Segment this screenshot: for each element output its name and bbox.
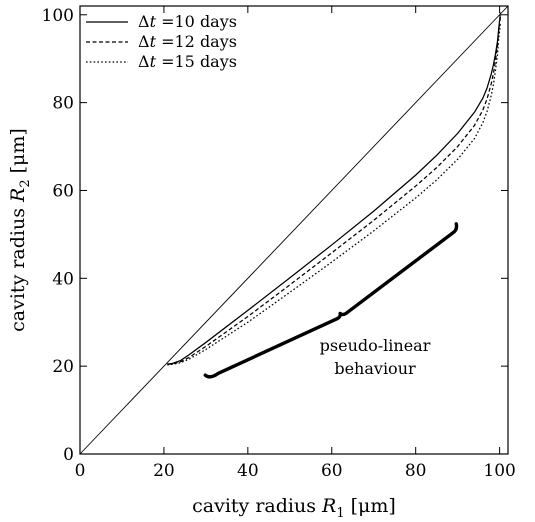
x-tick-label: 20 — [153, 461, 175, 481]
legend-label-2: Δt =15 days — [138, 52, 237, 71]
x-axis-label: cavity radius R1 [μm] — [192, 495, 396, 521]
series-line-2 — [167, 23, 502, 366]
y-tick-label: 40 — [52, 269, 74, 289]
annotation-brace — [203, 222, 459, 379]
annotation: pseudo-linear behaviour — [203, 222, 459, 379]
y-axis-label: cavity radius R2 [μm] — [7, 128, 33, 332]
annotation-label-line-1: pseudo-linear — [320, 336, 431, 355]
legend-label-1: Δt =12 days — [138, 32, 237, 51]
reference-diagonal-line — [79, 5, 509, 455]
x-tick-label: 80 — [405, 461, 427, 481]
legend-label-0: Δt =10 days — [138, 12, 237, 31]
y-tick-label: 0 — [63, 445, 74, 465]
plot-area: 0 20 40 60 80 100 0 20 40 60 80 100 — [42, 5, 516, 481]
x-tick-label: 0 — [75, 461, 86, 481]
x-tick-label: 60 — [321, 461, 343, 481]
y-tick-label: 20 — [52, 357, 74, 377]
series-group — [167, 12, 502, 366]
y-tick-label: 80 — [52, 94, 74, 114]
series-line-0 — [167, 12, 502, 365]
ticks-group: 0 20 40 60 80 100 0 20 40 60 80 100 — [42, 6, 516, 481]
y-tick-label: 100 — [42, 6, 74, 26]
x-tick-label: 100 — [483, 461, 515, 481]
y-tick-label: 60 — [52, 181, 74, 201]
plot-frame — [79, 5, 509, 455]
annotation-label-line-2: behaviour — [334, 359, 416, 378]
x-tick-label: 40 — [237, 461, 259, 481]
series-line-1 — [167, 16, 502, 366]
